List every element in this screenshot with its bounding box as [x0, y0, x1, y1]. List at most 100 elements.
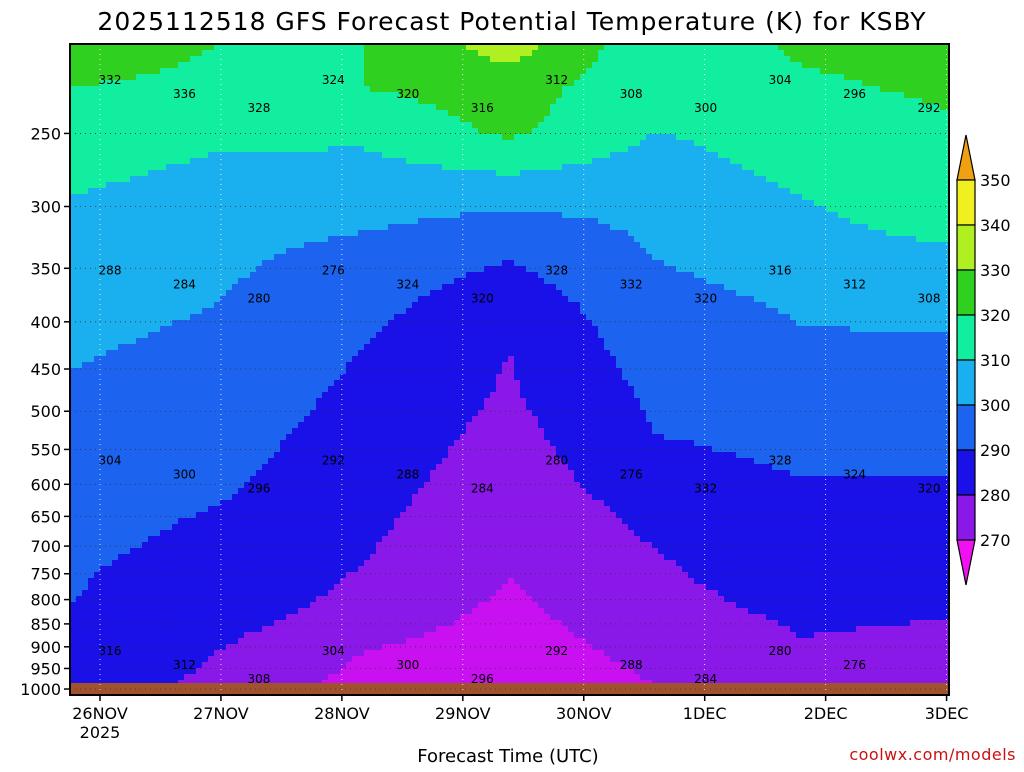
heatmap-cell — [706, 224, 713, 231]
heatmap-cell — [874, 176, 881, 183]
heatmap-cell — [922, 104, 929, 111]
heatmap-cell — [946, 224, 950, 231]
heatmap-cell — [310, 212, 317, 219]
heatmap-cell — [640, 122, 647, 129]
heatmap-cell — [400, 62, 407, 69]
heatmap-cell — [532, 146, 539, 153]
heatmap-cell — [676, 122, 683, 129]
heatmap-cell — [388, 62, 395, 69]
heatmap-cell — [298, 92, 305, 99]
heatmap-cell — [298, 68, 305, 75]
heatmap-cell — [214, 164, 221, 171]
heatmap-cell — [670, 74, 677, 81]
heatmap-cell — [616, 62, 623, 69]
heatmap-cell — [784, 68, 791, 75]
heatmap-cell — [244, 122, 251, 129]
heatmap-cell — [826, 68, 833, 75]
heatmap-cell — [862, 206, 869, 213]
heatmap-cell — [502, 128, 509, 135]
heatmap-cell — [814, 188, 821, 195]
heatmap-cell — [730, 158, 737, 165]
heatmap-cell — [280, 110, 287, 117]
heatmap-cell — [742, 152, 749, 159]
heatmap-cell — [910, 56, 917, 63]
heatmap-cell — [802, 170, 809, 177]
heatmap-cell — [922, 122, 929, 129]
heatmap-cell — [388, 122, 395, 129]
heatmap-cell — [124, 152, 131, 159]
heatmap-cell — [442, 50, 449, 57]
heatmap-cell — [832, 176, 839, 183]
heatmap-cell — [514, 56, 521, 63]
heatmap-cell — [100, 152, 107, 159]
heatmap-cell — [472, 110, 479, 117]
heatmap-cell — [328, 44, 335, 51]
heatmap-cell — [328, 98, 335, 105]
heatmap-cell — [826, 56, 833, 63]
heatmap-cell — [910, 110, 917, 117]
heatmap-cell — [130, 122, 137, 129]
heatmap-cell — [922, 146, 929, 153]
heatmap-cell — [934, 86, 941, 93]
heatmap-cell — [214, 212, 221, 219]
heatmap-cell — [196, 182, 203, 189]
heatmap-cell — [106, 194, 113, 201]
heatmap-cell — [532, 188, 539, 195]
heatmap-cell — [592, 68, 599, 75]
heatmap-cell — [184, 50, 191, 57]
heatmap-cell — [520, 68, 527, 75]
heatmap-cell — [718, 152, 725, 159]
heatmap-cell — [154, 92, 161, 99]
heatmap-cell — [142, 98, 149, 105]
heatmap-cell — [76, 230, 83, 237]
heatmap-cell — [448, 50, 455, 57]
heatmap-cell — [292, 68, 299, 75]
heatmap-cell — [592, 212, 599, 219]
heatmap-cell — [142, 242, 149, 249]
heatmap-cell — [862, 236, 869, 243]
heatmap-cell — [448, 158, 455, 165]
heatmap-cell — [358, 56, 365, 63]
heatmap-cell — [892, 50, 899, 57]
heatmap-cell — [358, 188, 365, 195]
heatmap-cell — [832, 182, 839, 189]
heatmap-cell — [364, 110, 371, 117]
heatmap-cell — [634, 200, 641, 207]
heatmap-cell — [208, 122, 215, 129]
heatmap-cell — [796, 206, 803, 213]
heatmap-cell — [904, 86, 911, 93]
heatmap-cell — [118, 182, 125, 189]
heatmap-cell — [418, 140, 425, 147]
heatmap-cell — [88, 74, 95, 81]
heatmap-cell — [838, 218, 845, 225]
heatmap-cell — [190, 128, 197, 135]
heatmap-cell — [118, 98, 125, 105]
heatmap-cell — [304, 236, 311, 243]
heatmap-cell — [778, 116, 785, 123]
heatmap-cell — [94, 104, 101, 111]
heatmap-cell — [724, 128, 731, 135]
heatmap-cell — [310, 224, 317, 231]
heatmap-cell — [190, 98, 197, 105]
heatmap-cell — [142, 134, 149, 141]
heatmap-cell — [598, 74, 605, 81]
heatmap-cell — [166, 200, 173, 207]
heatmap-cell — [394, 68, 401, 75]
heatmap-cell — [580, 218, 587, 225]
heatmap-cell — [574, 80, 581, 87]
heatmap-cell — [934, 110, 941, 117]
heatmap-cell — [604, 68, 611, 75]
heatmap-cell — [868, 176, 875, 183]
heatmap-cell — [742, 128, 749, 135]
heatmap-cell — [178, 134, 185, 141]
heatmap-cell — [454, 68, 461, 75]
heatmap-cell — [448, 224, 455, 231]
heatmap-cell — [352, 104, 359, 111]
heatmap-cell — [844, 116, 851, 123]
heatmap-cell — [160, 80, 167, 87]
heatmap-cell — [610, 224, 617, 231]
heatmap-cell — [916, 212, 923, 219]
heatmap-cell — [448, 56, 455, 63]
heatmap-cell — [232, 116, 239, 123]
heatmap-cell — [940, 128, 947, 135]
